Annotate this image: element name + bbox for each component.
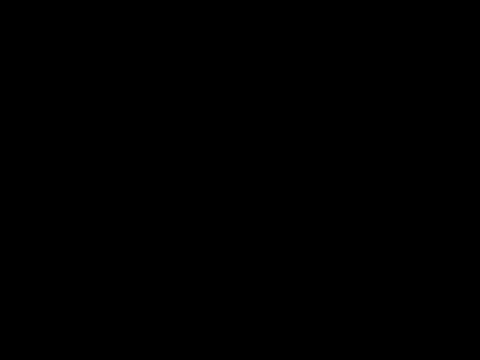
Text: 56.5 + 54.5$\mathit{i}$: 56.5 + 54.5$\mathit{i}$: [317, 266, 451, 284]
Text: $\sqrt{2}$: $\sqrt{2}$: [239, 222, 270, 250]
Text: complex numbers: complex numbers: [311, 82, 457, 97]
Text: 42 + 5$\mathit{i}$: 42 + 5$\mathit{i}$: [345, 146, 423, 165]
Text: 5$\sqrt{-1}$ = 5$\mathit{i}$: 5$\sqrt{-1}$ = 5$\mathit{i}$: [46, 142, 156, 169]
Text: $\mathbf{42}$: $\mathbf{42}$: [240, 146, 268, 165]
Text: real numbers: real numbers: [200, 82, 309, 97]
Text: $\mathbf{56.5}$: $\mathbf{56.5}$: [230, 266, 279, 284]
Text: 54.5$\mathit{i}$: 54.5$\mathit{i}$: [73, 266, 129, 284]
Text: $-\dfrac{2}{5}$ $-$ $\dfrac{1}{3}$$\mathit{i}$: $-\dfrac{2}{5}$ $-$ $\dfrac{1}{3}$$\math…: [339, 176, 429, 219]
Text: $\dfrac{1}{3}$$\mathit{i}$: $\dfrac{1}{3}$$\mathit{i}$: [88, 176, 113, 219]
Text: imaginary numbers: imaginary numbers: [21, 82, 181, 97]
Text: 0.01$\mathit{i}$: 0.01$\mathit{i}$: [73, 227, 129, 246]
Text: $-\dfrac{2}{5}$: $-\dfrac{2}{5}$: [237, 176, 272, 219]
Text: What's the Difference Between Complex and Imaginary No.: What's the Difference Between Complex an…: [0, 56, 480, 74]
Text: $\pi$: $\pi$: [246, 105, 263, 129]
Text: $\pi$ + $\mathit{i}$: $\pi$ + $\mathit{i}$: [360, 107, 408, 126]
Text: $\sqrt{2}$ - 0.01$\mathit{i}$: $\sqrt{2}$ - 0.01$\mathit{i}$: [331, 222, 437, 250]
Text: $\sqrt{-1}$ = $\mathit{i}$: $\sqrt{-1}$ = $\mathit{i}$: [60, 103, 142, 130]
